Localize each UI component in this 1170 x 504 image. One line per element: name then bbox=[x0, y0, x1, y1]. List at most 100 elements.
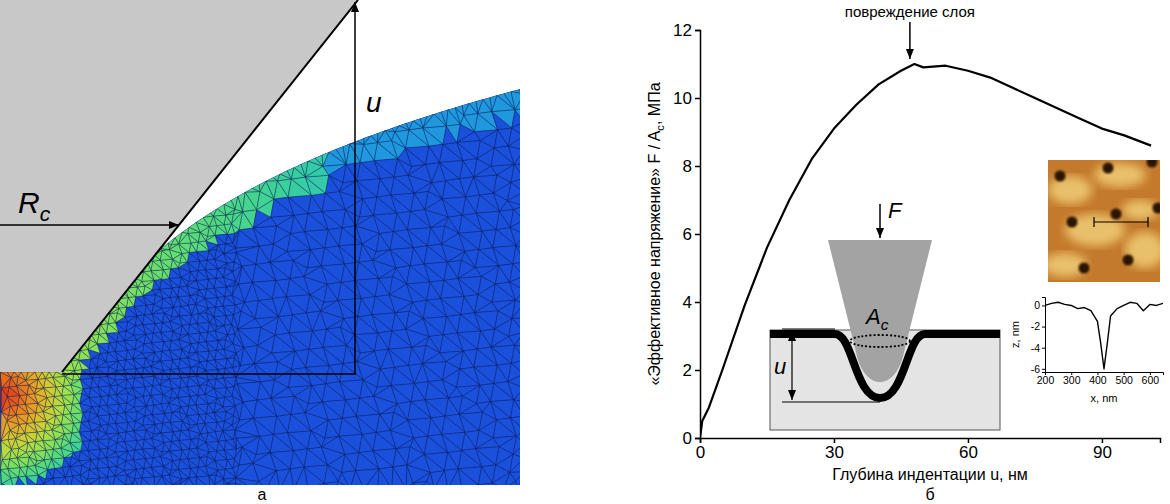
mesh-cell bbox=[163, 422, 174, 432]
mesh-cell bbox=[124, 360, 136, 370]
mesh-cell bbox=[235, 447, 243, 465]
mesh-cell bbox=[510, 454, 524, 472]
mesh-cell bbox=[253, 226, 276, 244]
mesh-cell bbox=[1, 441, 12, 460]
mesh-cell bbox=[25, 423, 37, 433]
mesh-cell bbox=[374, 385, 391, 396]
mesh-cell bbox=[516, 234, 524, 248]
mesh-cell bbox=[142, 344, 154, 354]
mesh-cell bbox=[226, 214, 233, 224]
mesh-cell bbox=[214, 278, 226, 288]
mesh-cell bbox=[134, 297, 146, 307]
indenter bbox=[0, 0, 358, 372]
mesh-cell bbox=[378, 141, 398, 159]
mesh-cell bbox=[206, 433, 218, 443]
mesh-cell bbox=[511, 345, 524, 363]
mesh-cell bbox=[173, 431, 180, 441]
mesh-cell bbox=[496, 447, 513, 465]
mesh-cell bbox=[26, 467, 38, 477]
mesh-cell bbox=[182, 253, 189, 263]
mesh-cell bbox=[288, 433, 308, 451]
mesh-cell bbox=[8, 459, 20, 469]
mesh-cell bbox=[44, 478, 56, 489]
mesh-cell bbox=[79, 451, 91, 461]
mesh-cell bbox=[206, 404, 213, 414]
mesh-cell bbox=[43, 406, 52, 412]
mesh-cell bbox=[106, 352, 118, 362]
mesh-cell bbox=[514, 150, 524, 164]
mesh-cell bbox=[513, 262, 524, 276]
mesh-cell bbox=[512, 304, 524, 318]
mesh-cell bbox=[198, 241, 209, 251]
y-tick: 6 bbox=[683, 225, 700, 244]
mesh-cell bbox=[294, 467, 308, 489]
mesh-cell bbox=[179, 306, 191, 316]
mesh-cell bbox=[512, 122, 524, 136]
mesh-cell bbox=[83, 412, 90, 422]
mesh-cell bbox=[408, 164, 431, 182]
mesh-cell bbox=[445, 398, 459, 416]
mesh-cell bbox=[306, 367, 326, 385]
mesh-cell bbox=[474, 367, 494, 385]
mesh-cell bbox=[293, 250, 310, 268]
mesh-cell bbox=[209, 322, 216, 331]
mesh-cell bbox=[474, 175, 497, 193]
mesh-cell bbox=[98, 477, 112, 489]
y-tick-label: 0 bbox=[683, 429, 692, 448]
mesh-cell bbox=[196, 218, 209, 227]
mesh-cell bbox=[191, 242, 198, 252]
mesh-cell bbox=[236, 463, 259, 481]
mesh-cell bbox=[117, 332, 124, 342]
mesh-cell bbox=[83, 484, 90, 489]
mesh-cell bbox=[80, 466, 89, 476]
x-tick-label: 90 bbox=[1093, 443, 1112, 462]
mesh-cell bbox=[464, 114, 478, 132]
mesh-cell bbox=[509, 332, 524, 345]
mesh-cell bbox=[226, 335, 233, 344]
mesh-cell bbox=[0, 470, 11, 484]
mesh-cell bbox=[214, 307, 226, 317]
mesh-cell bbox=[511, 92, 524, 110]
mesh-cell bbox=[169, 341, 181, 351]
mesh-cell bbox=[99, 325, 106, 335]
mesh-cell bbox=[462, 432, 476, 450]
mesh-cell bbox=[205, 371, 216, 381]
mesh-cell bbox=[119, 432, 126, 442]
mesh-cell bbox=[336, 481, 350, 489]
mesh-cell bbox=[144, 439, 155, 449]
mesh-cell bbox=[142, 368, 154, 378]
y-tick-mark bbox=[695, 166, 700, 168]
x-tick: 60 bbox=[959, 438, 978, 462]
mesh-cell bbox=[340, 382, 360, 400]
mesh-cell bbox=[457, 141, 480, 159]
chart-0: 0306090024681012Глубина индентации u, нм… bbox=[646, 3, 1161, 483]
mesh-cell bbox=[172, 307, 179, 317]
mesh-cell bbox=[322, 402, 342, 420]
mesh-cell bbox=[142, 272, 154, 282]
mesh-cell bbox=[110, 385, 117, 395]
mesh-cell bbox=[236, 246, 259, 264]
mesh-cell bbox=[162, 250, 173, 260]
mesh-cell bbox=[431, 217, 448, 228]
mesh-cell bbox=[225, 388, 232, 398]
mesh-cell bbox=[508, 136, 524, 150]
mesh-cell bbox=[29, 457, 36, 466]
canvas: uRc0306090024681012Глубина индентации u,… bbox=[0, 0, 1170, 504]
mesh-cell bbox=[224, 478, 236, 484]
mesh-cell bbox=[424, 454, 444, 472]
y-tick-mark bbox=[695, 234, 700, 236]
mesh-cell bbox=[440, 161, 463, 179]
mesh-cell bbox=[70, 433, 82, 443]
mesh-cell bbox=[207, 380, 214, 389]
mesh-cell bbox=[11, 477, 18, 489]
mesh-cell bbox=[375, 333, 389, 351]
mesh-cell bbox=[391, 367, 414, 385]
mesh-cell bbox=[428, 418, 442, 436]
mesh-cell bbox=[477, 385, 491, 403]
x-tick: 0 bbox=[696, 438, 705, 462]
mesh-cell bbox=[392, 126, 399, 132]
mesh-cell bbox=[79, 350, 91, 360]
x-tick-label: 0 bbox=[696, 443, 705, 462]
mesh-cell bbox=[225, 287, 232, 297]
mesh-cell bbox=[325, 420, 339, 438]
